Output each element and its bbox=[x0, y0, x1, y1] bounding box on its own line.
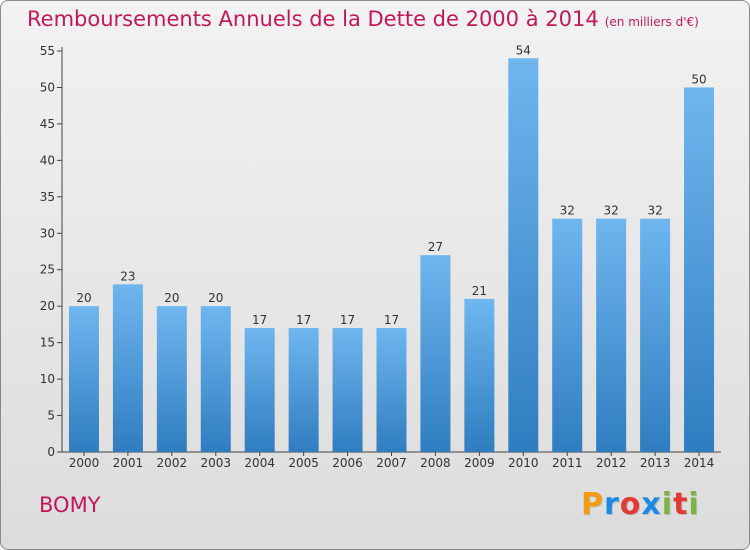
value-label: 50 bbox=[691, 72, 706, 86]
x-tick-label: 2004 bbox=[244, 456, 275, 470]
x-tick-label: 2001 bbox=[113, 456, 144, 470]
chart-labels: 2000 20 2001 23 2002 20 2003 20 2004 17 2005 17 2006… bbox=[69, 43, 715, 470]
y-tick-label: 20 bbox=[40, 299, 55, 313]
bar-2004 bbox=[244, 328, 275, 452]
x-tick-label: 2003 bbox=[200, 456, 231, 470]
chart-bars bbox=[68, 58, 715, 453]
y-tick-label: 5 bbox=[47, 409, 55, 423]
x-tick-label: 2007 bbox=[376, 456, 407, 470]
chart-axes: 0 5 10 15 20 25 30 35 40 45 50 55 bbox=[40, 44, 721, 459]
x-tick-label: 2009 bbox=[464, 456, 495, 470]
logo-letter: P bbox=[581, 487, 604, 522]
value-label: 20 bbox=[76, 291, 91, 305]
bar-2003 bbox=[200, 306, 231, 452]
y-tick-label: 0 bbox=[47, 445, 55, 459]
bar-2006 bbox=[332, 328, 363, 452]
bar-2009 bbox=[464, 298, 495, 452]
value-label: 20 bbox=[208, 291, 223, 305]
y-tick-label: 30 bbox=[40, 226, 55, 240]
bar-2007 bbox=[376, 328, 407, 452]
bar-2005 bbox=[288, 328, 319, 452]
value-label: 17 bbox=[340, 313, 355, 327]
value-label: 17 bbox=[296, 313, 311, 327]
x-tick-label: 2013 bbox=[640, 456, 671, 470]
bar-2001 bbox=[112, 284, 143, 452]
x-tick-label: 2008 bbox=[420, 456, 451, 470]
y-tick-label: 40 bbox=[40, 153, 55, 167]
logo-letter: i bbox=[661, 487, 674, 522]
x-tick-label: 2011 bbox=[552, 456, 583, 470]
y-tick-label: 35 bbox=[40, 190, 55, 204]
bar-2010 bbox=[508, 58, 539, 453]
bar-2008 bbox=[420, 255, 451, 452]
x-tick-label: 2006 bbox=[332, 456, 363, 470]
chart-title: Remboursements Annuels de la Dette de 20… bbox=[27, 7, 699, 31]
value-label: 32 bbox=[604, 204, 619, 218]
logo-letter: t bbox=[673, 487, 689, 522]
bar-2000 bbox=[68, 306, 99, 452]
x-tick-label: 2000 bbox=[69, 456, 100, 470]
logo-letter: x bbox=[641, 487, 662, 522]
y-tick-label: 55 bbox=[40, 44, 55, 58]
x-tick-label: 2012 bbox=[596, 456, 627, 470]
chart-title-text: Remboursements Annuels de la Dette de 20… bbox=[27, 7, 599, 31]
y-tick-label: 45 bbox=[40, 117, 55, 131]
value-label: 20 bbox=[164, 291, 179, 305]
chart-subtitle: (en milliers d'€) bbox=[604, 15, 699, 29]
y-tick-label: 50 bbox=[40, 80, 55, 94]
value-label: 32 bbox=[560, 204, 575, 218]
value-label: 23 bbox=[120, 269, 135, 283]
x-tick-label: 2005 bbox=[288, 456, 319, 470]
x-tick-label: 2002 bbox=[157, 456, 188, 470]
commune-name: BOMY bbox=[39, 493, 101, 517]
proxiti-logo: Proxiti bbox=[581, 487, 700, 522]
value-label: 17 bbox=[252, 313, 267, 327]
bar-2012 bbox=[596, 218, 627, 452]
value-label: 17 bbox=[384, 313, 399, 327]
logo-letter: r bbox=[604, 487, 620, 522]
x-tick-label: 2014 bbox=[684, 456, 715, 470]
bar-2014 bbox=[684, 87, 715, 453]
value-label: 21 bbox=[472, 284, 487, 298]
y-tick-label: 25 bbox=[40, 263, 55, 277]
value-label: 32 bbox=[647, 204, 662, 218]
bar-2013 bbox=[640, 218, 671, 452]
y-tick-label: 15 bbox=[40, 336, 55, 350]
value-label: 54 bbox=[516, 43, 531, 57]
logo-letter: i bbox=[688, 487, 700, 522]
bar-2011 bbox=[552, 218, 583, 452]
y-tick-label: 10 bbox=[40, 372, 55, 386]
x-tick-label: 2010 bbox=[508, 456, 539, 470]
bar-2002 bbox=[156, 306, 187, 452]
value-label: 27 bbox=[428, 240, 443, 254]
logo-letter: o bbox=[619, 487, 642, 522]
